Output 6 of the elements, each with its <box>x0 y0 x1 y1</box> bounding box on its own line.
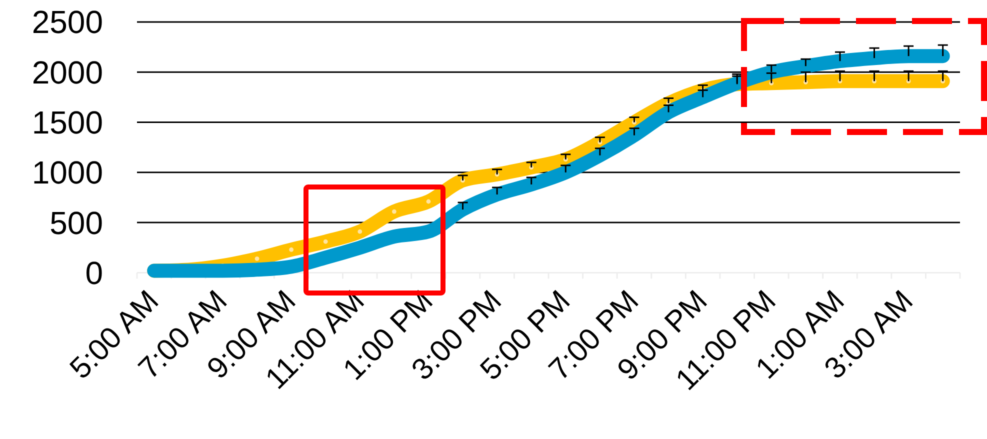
y-tick-label: 1000 <box>32 154 103 191</box>
y-tick-label: 2000 <box>32 54 103 90</box>
y-tick-label: 1500 <box>32 104 103 140</box>
y-tick-label: 500 <box>50 204 103 241</box>
y-tick-label: 2500 <box>32 4 103 40</box>
y-tick-label: 0 <box>85 254 103 291</box>
